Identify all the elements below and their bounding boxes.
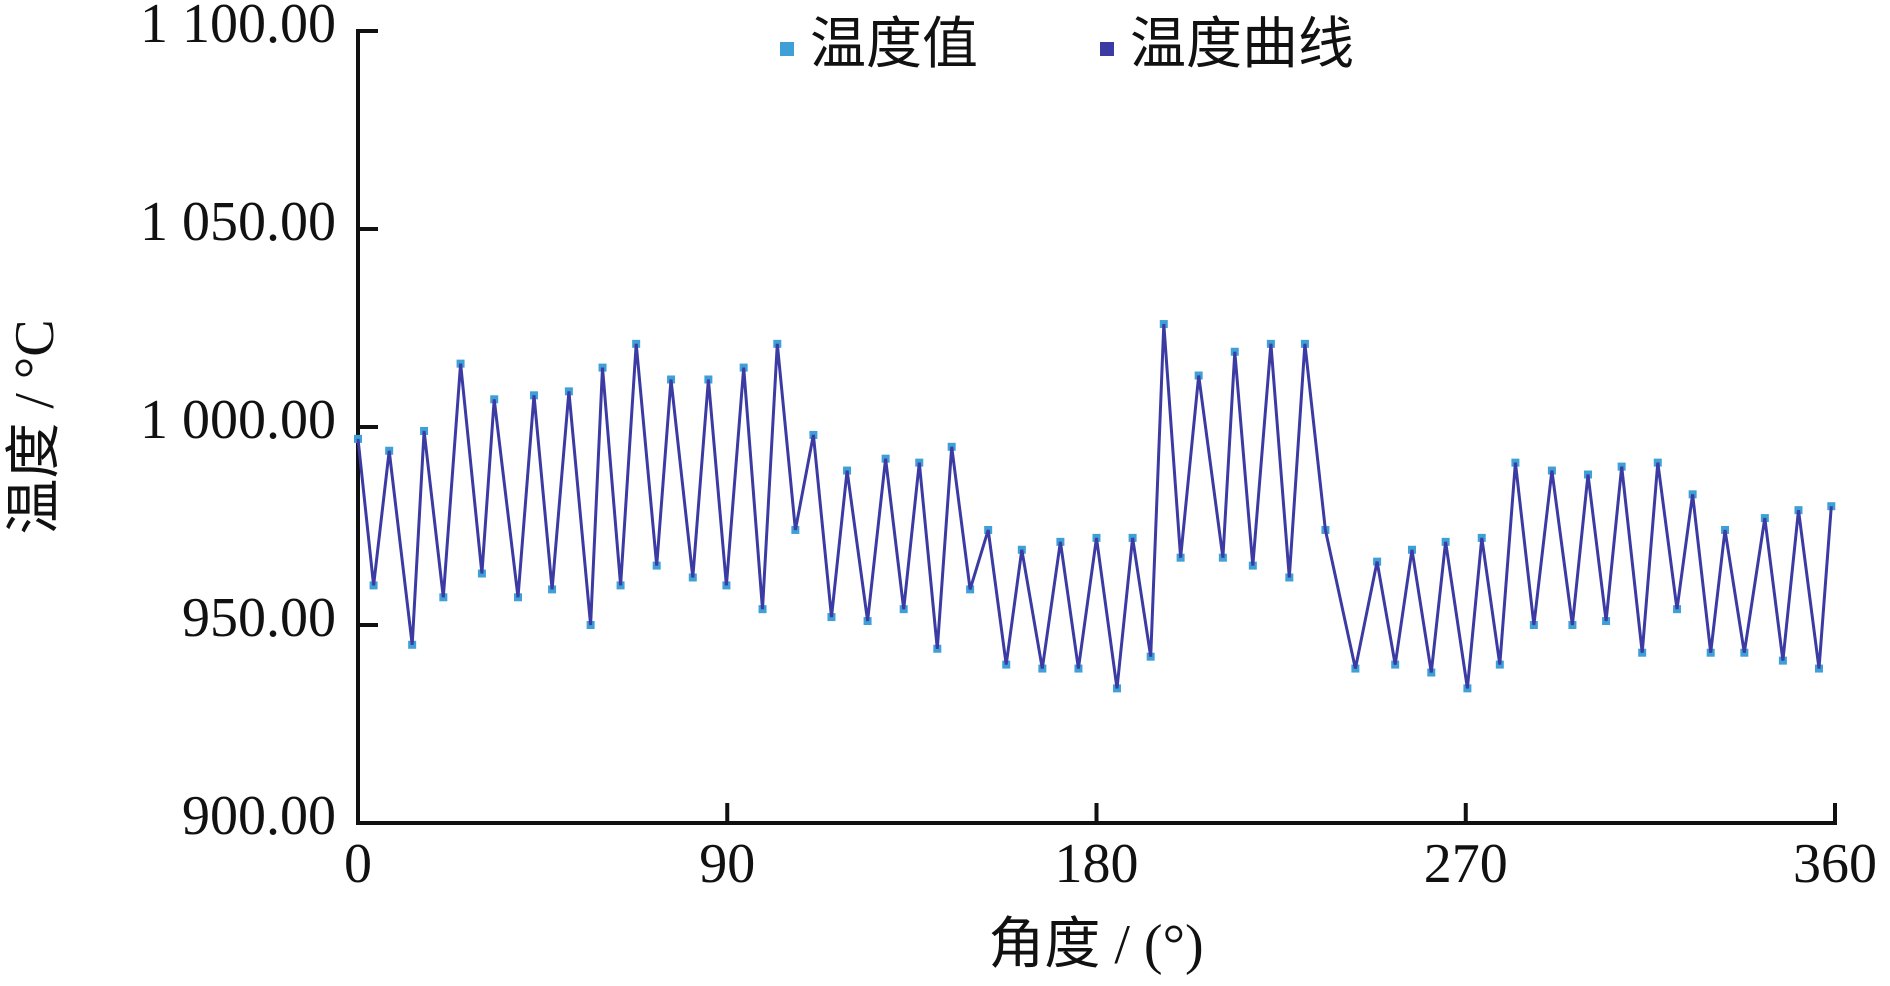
y-axis-label: 温度 / °C xyxy=(4,319,66,534)
data-point xyxy=(1827,502,1836,511)
x-tick-label: 90 xyxy=(699,833,755,895)
legend-swatch xyxy=(1100,42,1114,56)
legend-label: 温度曲线 xyxy=(1130,14,1354,76)
y-tick-label: 1 050.00 xyxy=(140,191,336,253)
data-line xyxy=(356,323,1833,689)
legend-swatch xyxy=(780,42,794,56)
y-tick-label: 950.00 xyxy=(182,587,336,649)
x-tick-label: 180 xyxy=(1055,833,1139,895)
y-tick-label: 1 000.00 xyxy=(140,389,336,451)
legend-label: 温度值 xyxy=(810,14,978,76)
x-tick-label: 270 xyxy=(1424,833,1508,895)
x-tick-label: 0 xyxy=(344,833,372,895)
x-axis-label: 角度 / (°) xyxy=(988,914,1203,976)
data-point xyxy=(354,434,362,443)
y-tick-label: 1 100.00 xyxy=(140,0,336,55)
x-tick-label: 360 xyxy=(1793,833,1877,895)
y-tick-label: 900.00 xyxy=(182,785,336,847)
